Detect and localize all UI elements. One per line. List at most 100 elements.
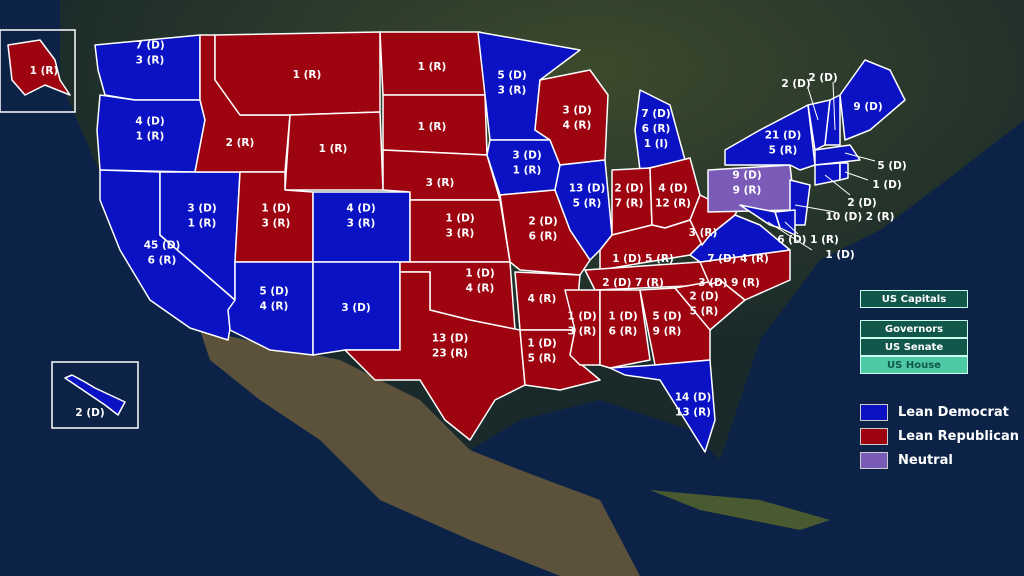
- seat-label-mn: 5 (D): [497, 70, 526, 82]
- seat-label-nj: 10 (D) 2 (R): [826, 211, 895, 223]
- seat-label-ky: 1 (D) 5 (R): [612, 253, 674, 265]
- caribbean-islands: [650, 490, 830, 530]
- seat-label-ar: 4 (R): [528, 293, 557, 305]
- governors-button[interactable]: Governors: [860, 320, 968, 338]
- seat-label-wi: 4 (R): [563, 120, 592, 132]
- seat-label-fl: 14 (D): [675, 392, 712, 404]
- seat-label-nm: 3 (D): [341, 302, 370, 314]
- seat-label-sd: 1 (R): [418, 121, 447, 133]
- democrat-swatch: [860, 403, 888, 421]
- seat-label-ak: 1 (R): [30, 65, 59, 77]
- seat-label-ga: 5 (D): [652, 311, 681, 323]
- state-ak[interactable]: [7, 39, 71, 96]
- seat-label-la: 1 (D): [527, 338, 556, 350]
- seat-label-ms: 1 (D): [567, 311, 596, 323]
- legend-item-democrat: Lean Democrat: [860, 400, 1019, 424]
- seat-label-sc: 2 (D): [689, 291, 718, 303]
- state-nh[interactable]: [824, 94, 841, 146]
- state-hi[interactable]: [64, 374, 126, 416]
- seat-label-mi: 7 (D): [641, 108, 670, 120]
- seat-label-ca: 6 (R): [148, 255, 177, 267]
- hawaii-inset-frame: [51, 361, 139, 429]
- seat-label-ny: 5 (R): [769, 145, 798, 157]
- seat-label-de: 6 (D) 1 (R): [777, 234, 839, 246]
- seat-label-mt: 1 (R): [293, 69, 322, 81]
- legend-item-neutral: Neutral: [860, 448, 1019, 472]
- seat-label-ia: 1 (R): [513, 165, 542, 177]
- us-senate-button[interactable]: US Senate: [860, 338, 968, 356]
- seat-label-tx: 13 (D): [432, 333, 469, 345]
- seat-label-wv: 3 (R): [689, 227, 718, 239]
- us-capitals-button[interactable]: US Capitals: [860, 290, 968, 308]
- seat-label-hi: 2 (D): [75, 407, 104, 419]
- callout-line-ma: [844, 152, 876, 162]
- seat-label-vt: 2 (D): [781, 78, 810, 90]
- map-mode-buttons: US Capitals Governors US Senate US House: [860, 290, 968, 374]
- legend-item-republican: Lean Republican: [860, 424, 1019, 448]
- seat-label-ks: 1 (D): [445, 213, 474, 225]
- state-al[interactable]: [599, 289, 651, 369]
- seat-label-il: 13 (D): [569, 183, 606, 195]
- seat-label-ga: 9 (R): [653, 326, 682, 338]
- legend-label: Lean Republican: [898, 428, 1019, 444]
- seat-label-ms: 3 (R): [568, 326, 597, 338]
- seat-label-tx: 23 (R): [432, 348, 468, 360]
- seat-label-ct: 2 (D): [847, 197, 876, 209]
- seat-label-ut: 3 (R): [262, 218, 291, 230]
- state-ma[interactable]: [814, 144, 861, 166]
- seat-label-oh: 4 (D): [658, 183, 687, 195]
- seat-label-co: 3 (R): [347, 218, 376, 230]
- seat-label-nv: 1 (R): [188, 218, 217, 230]
- seat-label-nh: 2 (D): [808, 72, 837, 84]
- seat-label-nd: 1 (R): [418, 61, 447, 73]
- state-tx[interactable]: [344, 271, 526, 441]
- seat-label-tn: 2 (D) 7 (R): [602, 277, 664, 289]
- seat-label-oh: 12 (R): [655, 198, 691, 210]
- callout-line-md: [767, 221, 813, 251]
- seat-label-co: 4 (D): [346, 203, 375, 215]
- state-ri[interactable]: [839, 162, 849, 181]
- seat-label-or: 4 (D): [135, 116, 164, 128]
- callout-line-vt: [807, 87, 819, 121]
- seat-label-va: 7 (D) 4 (R): [707, 253, 769, 265]
- seat-label-sc: 5 (R): [690, 306, 719, 318]
- legend-label: Neutral: [898, 452, 953, 468]
- us-house-button[interactable]: US House: [860, 356, 968, 374]
- seat-label-ut: 1 (D): [261, 203, 290, 215]
- seat-label-mi: 6 (R): [642, 123, 671, 135]
- seat-label-wa: 3 (R): [136, 55, 165, 67]
- state-md[interactable]: [739, 204, 781, 229]
- alaska-inset-frame: [0, 29, 76, 113]
- seat-label-pa: 9 (R): [733, 185, 762, 197]
- seat-label-mo: 6 (R): [529, 231, 558, 243]
- seat-label-az: 4 (R): [260, 301, 289, 313]
- republican-swatch: [860, 427, 888, 445]
- neutral-swatch: [860, 451, 888, 469]
- seat-label-pa: 9 (D): [732, 170, 761, 182]
- state-me[interactable]: [839, 59, 906, 141]
- state-il[interactable]: [554, 159, 613, 261]
- seat-label-md: 1 (D): [825, 249, 854, 261]
- seat-label-la: 5 (R): [528, 353, 557, 365]
- seat-label-mi: 1 (I): [644, 138, 668, 150]
- seat-label-me: 9 (D): [853, 101, 882, 113]
- seat-label-ri: 1 (D): [872, 179, 901, 191]
- callout-line-nj: [794, 204, 836, 213]
- seat-label-or: 1 (R): [136, 131, 165, 143]
- seat-label-nc: 3 (D) 9 (R): [698, 277, 760, 289]
- seat-label-in: 2 (D): [614, 183, 643, 195]
- seat-label-nv: 3 (D): [187, 203, 216, 215]
- seat-label-ok: 1 (D): [465, 268, 494, 280]
- state-ny[interactable]: [724, 104, 816, 171]
- seat-label-wy: 1 (R): [319, 143, 348, 155]
- seat-label-az: 5 (D): [259, 286, 288, 298]
- seat-label-ia: 3 (D): [512, 150, 541, 162]
- seat-label-ma: 5 (D): [877, 160, 906, 172]
- seat-label-ks: 3 (R): [446, 228, 475, 240]
- seat-label-wa: 7 (D): [135, 40, 164, 52]
- state-fl[interactable]: [609, 359, 716, 453]
- seat-label-in: 7 (R): [615, 198, 644, 210]
- callout-line-de: [784, 221, 799, 235]
- mexico-land: [200, 330, 640, 576]
